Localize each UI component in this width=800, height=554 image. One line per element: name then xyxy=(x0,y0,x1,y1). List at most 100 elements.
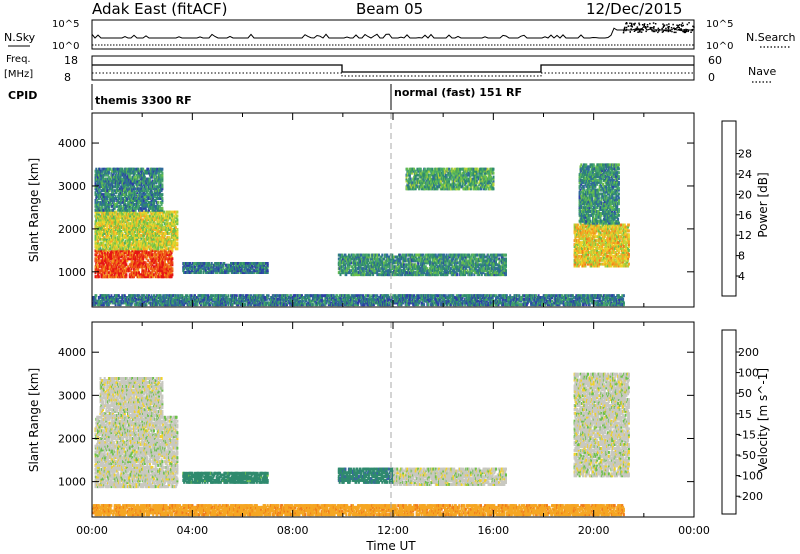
nsky-point xyxy=(650,27,652,29)
nsearch-tick-top: 10^5 xyxy=(706,19,733,30)
nsky-point xyxy=(636,28,638,30)
nave-label: Nave xyxy=(748,65,776,78)
nsky-point xyxy=(663,25,665,27)
nsky-point xyxy=(641,31,643,33)
nsky-point xyxy=(676,25,678,27)
nsky-point xyxy=(629,23,631,25)
nsky-point xyxy=(659,29,661,31)
nsky-point xyxy=(675,32,677,33)
nsky-point xyxy=(672,24,674,26)
nsky-point xyxy=(639,31,641,32)
nsky-point xyxy=(645,31,647,32)
nave-tick-bottom: 0 xyxy=(708,71,715,84)
nsky-point xyxy=(668,23,670,25)
nsky-point xyxy=(661,28,663,30)
nsky-point xyxy=(634,24,636,26)
nsky-point xyxy=(683,25,685,27)
nsky-point xyxy=(640,28,642,30)
nsky-tick-bottom: 10^0 xyxy=(52,41,79,52)
nsky-point xyxy=(649,23,651,25)
date-label: 12/Dec/2015 xyxy=(586,0,682,18)
freq-frame xyxy=(92,56,694,80)
nsky-point xyxy=(683,31,685,33)
nsky-panel: N.Sky 10^5 10^0 10^5 10^0 N.Search xyxy=(4,19,796,52)
nsky-point xyxy=(642,24,644,26)
nave-tick-top: 60 xyxy=(708,54,722,67)
nsky-point xyxy=(631,24,633,26)
radar-summary-plot: Adak East (fitACF) Beam 05 12/Dec/2015 N… xyxy=(0,0,800,554)
nsky-point xyxy=(655,23,657,25)
nsky-line xyxy=(92,26,692,40)
nsky-point xyxy=(657,32,659,33)
nsky-point xyxy=(623,30,625,32)
nsky-point xyxy=(634,23,636,25)
nsky-point xyxy=(658,28,660,30)
nsky-point xyxy=(654,31,656,33)
freq-line xyxy=(92,65,694,72)
nsky-point xyxy=(624,28,626,30)
nsky-point xyxy=(651,30,653,32)
cpid-label: CPID xyxy=(8,89,37,102)
nsky-point xyxy=(643,29,645,31)
nsky-point xyxy=(671,27,673,29)
nsky-point xyxy=(634,31,636,33)
nsky-point xyxy=(638,23,640,25)
nsky-point xyxy=(668,31,670,33)
freq-panel: Freq. [MHz] 18 8 60 0 Nave xyxy=(4,54,776,84)
nsky-point xyxy=(671,31,673,33)
nsky-point xyxy=(662,31,664,33)
beam-label: Beam 05 xyxy=(356,0,423,18)
nsky-point xyxy=(638,28,640,30)
nsky-point xyxy=(690,32,692,34)
nsky-point xyxy=(656,30,658,32)
power-heatmap xyxy=(92,163,630,306)
nsky-point xyxy=(647,24,649,26)
nsearch-tick-bottom: 10^0 xyxy=(706,41,733,52)
nsky-tick-top: 10^5 xyxy=(52,19,79,30)
nsky-point xyxy=(682,22,684,24)
nsky-point xyxy=(681,25,683,27)
heatmap-cell xyxy=(171,273,173,276)
nsky-point xyxy=(666,24,668,26)
nsky-point xyxy=(637,26,639,28)
nsky-point xyxy=(669,30,671,32)
heatmap-cell xyxy=(171,267,173,270)
nave-line xyxy=(92,73,694,76)
nsky-point xyxy=(687,24,689,26)
nsky-point xyxy=(653,22,655,24)
cpid-segment-label-1: normal (fast) 151 RF xyxy=(394,86,522,99)
nsky-point xyxy=(679,29,681,31)
nsky-point xyxy=(645,27,647,29)
nsky-point xyxy=(668,28,670,30)
nsky-point xyxy=(678,25,680,27)
nsky-point xyxy=(663,27,665,29)
nsky-point xyxy=(628,26,630,28)
heatmap-cell xyxy=(109,263,111,266)
nsky-point xyxy=(630,28,632,30)
nsky-point xyxy=(679,27,681,29)
nsky-point xyxy=(681,24,683,26)
nsky-point xyxy=(626,22,628,24)
nsky-point xyxy=(674,29,676,31)
nsearch-label: N.Search xyxy=(746,31,796,44)
nsky-point xyxy=(637,32,639,34)
nsky-point xyxy=(639,24,641,26)
nsky-point xyxy=(625,30,627,32)
heatmap-cell xyxy=(100,247,102,250)
freq-unit: [MHz] xyxy=(4,69,33,80)
nsky-point xyxy=(647,26,649,28)
freq-label: Freq. xyxy=(6,54,31,65)
heatmap-cell xyxy=(171,257,173,260)
heatmap-cell xyxy=(122,247,124,250)
heatmap-cell xyxy=(171,261,173,264)
plot-title: Adak East (fitACF) xyxy=(92,0,227,18)
nsky-point xyxy=(630,31,632,33)
nsky-point xyxy=(692,26,694,28)
cpid-segment-label-0: themis 3300 RF xyxy=(95,94,192,107)
nsky-trace xyxy=(92,22,695,45)
nsky-point xyxy=(626,27,628,29)
nsky-point xyxy=(687,30,689,32)
heatmap-cell xyxy=(104,265,106,268)
nsky-point xyxy=(665,28,667,30)
nsky-point xyxy=(623,32,625,34)
